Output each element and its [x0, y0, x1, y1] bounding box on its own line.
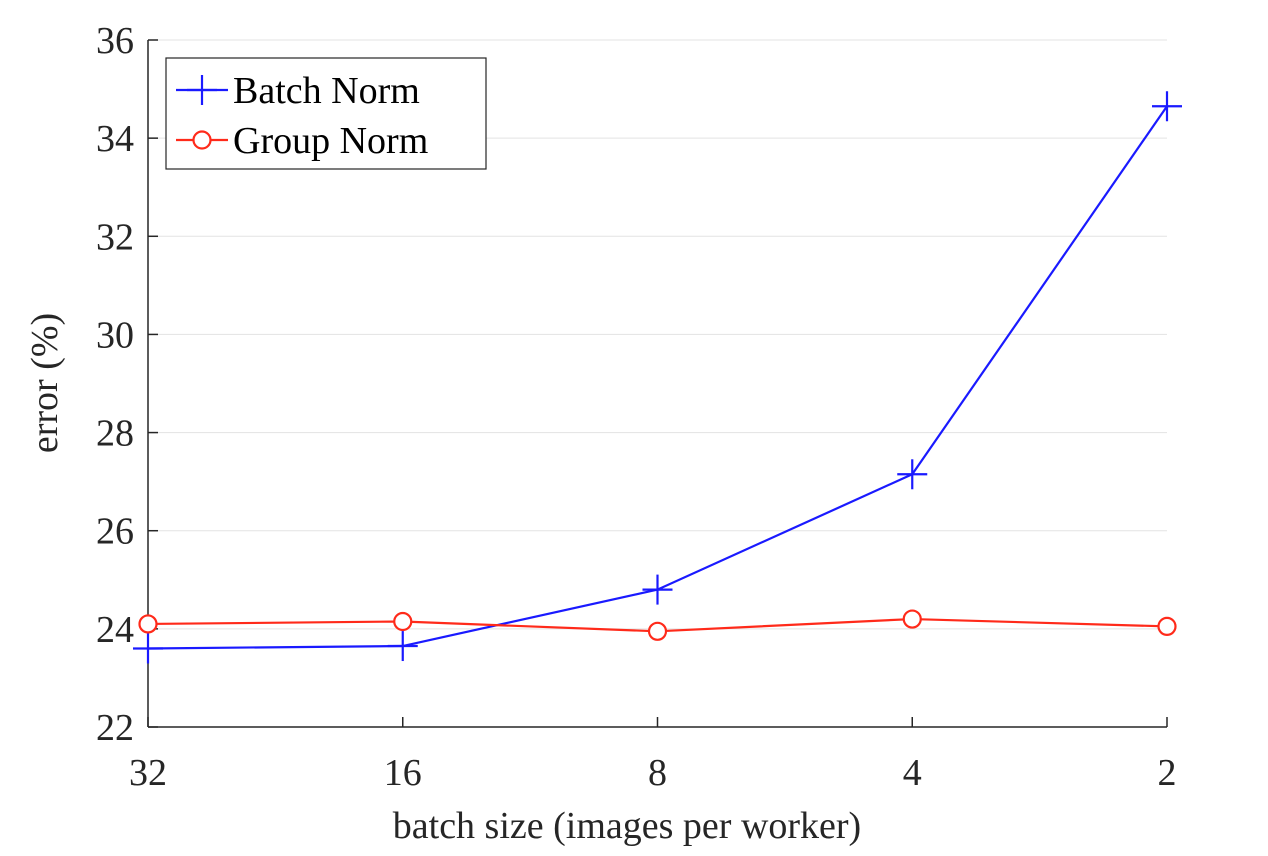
legend-marker	[187, 75, 217, 105]
y-tick-label: 30	[96, 314, 134, 356]
y-tick-label: 28	[96, 413, 134, 455]
x-axis-label: batch size (images per worker)	[393, 805, 861, 847]
data-point	[133, 633, 163, 664]
legend-box	[165, 57, 487, 170]
data-point	[647, 621, 668, 641]
x-tick-label: 16	[384, 752, 422, 794]
y-tick-label: 22	[96, 707, 134, 749]
legend-label: Group Norm	[233, 120, 428, 162]
series-batch-norm	[133, 91, 1182, 664]
x-tick-label: 32	[129, 752, 167, 794]
legend: Batch Norm Group Norm	[165, 57, 487, 170]
data-point	[897, 459, 928, 490]
x-tick-label: 4	[903, 752, 922, 794]
x-tick-label: 8	[648, 752, 667, 794]
legend-entry: Group Norm	[176, 120, 428, 162]
y-tick-label: 24	[96, 609, 134, 651]
x-ticks: 32 16 8 4 2	[129, 717, 1177, 794]
data-point	[387, 631, 418, 662]
data-point	[902, 609, 922, 629]
data-point	[393, 611, 413, 632]
series-group-norm	[138, 609, 1177, 641]
y-ticks: 22 24 26 28 30 32 34 36	[96, 20, 158, 749]
legend-marker	[192, 130, 212, 150]
y-tick-label: 34	[96, 118, 134, 160]
x-tick-label: 2	[1158, 752, 1177, 794]
data-point	[1152, 91, 1182, 122]
data-point	[138, 614, 158, 634]
legend-entry: Batch Norm	[176, 70, 420, 112]
series-layer	[133, 91, 1182, 664]
legend-label: Batch Norm	[233, 70, 420, 112]
y-tick-label: 26	[96, 511, 134, 553]
data-point	[642, 574, 673, 605]
y-axis-label: error (%)	[24, 313, 66, 453]
y-tick-label: 36	[96, 20, 134, 62]
series-line	[147, 105, 1168, 650]
y-tick-label: 32	[96, 216, 134, 258]
data-point	[1157, 616, 1177, 637]
